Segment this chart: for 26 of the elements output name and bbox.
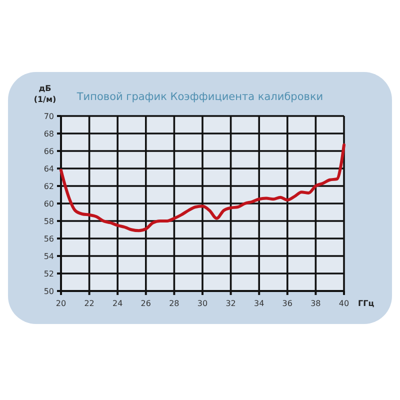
y-tick-label: 58 — [44, 216, 54, 226]
y-tick-label: 70 — [44, 112, 54, 121]
x-tick-label: 26 — [140, 299, 151, 308]
y-tick-label: 60 — [44, 199, 54, 208]
x-tick-label: 32 — [226, 299, 236, 308]
y-axis-title: дБ (1/м) — [34, 84, 56, 104]
chart-title: Типовой график Коэффициента калибровки — [76, 91, 324, 103]
y-tick-label: 54 — [44, 252, 54, 261]
y-tick-label: 56 — [44, 234, 54, 244]
x-tick-label: 34 — [254, 299, 264, 308]
y-tick-label: 66 — [44, 146, 54, 156]
x-tick-label: 36 — [282, 299, 292, 308]
y-tick-label: 62 — [44, 182, 54, 191]
y-tick-label: 64 — [44, 164, 54, 174]
x-tick-label: 20 — [56, 299, 66, 308]
x-axis-title: ГГц — [358, 299, 374, 308]
y-tick-label: 68 — [44, 129, 54, 138]
x-tick-label: 24 — [112, 299, 123, 308]
line-series — [60, 143, 346, 232]
x-tick-label: 28 — [169, 299, 180, 308]
x-tick-label: 22 — [84, 299, 94, 308]
x-tick-label: 40 — [338, 299, 350, 308]
x-tick-label: 30 — [197, 299, 208, 308]
y-tick-label: 50 — [44, 286, 54, 296]
x-tick-label: 38 — [310, 299, 321, 308]
y-tick-label: 52 — [44, 269, 54, 278]
